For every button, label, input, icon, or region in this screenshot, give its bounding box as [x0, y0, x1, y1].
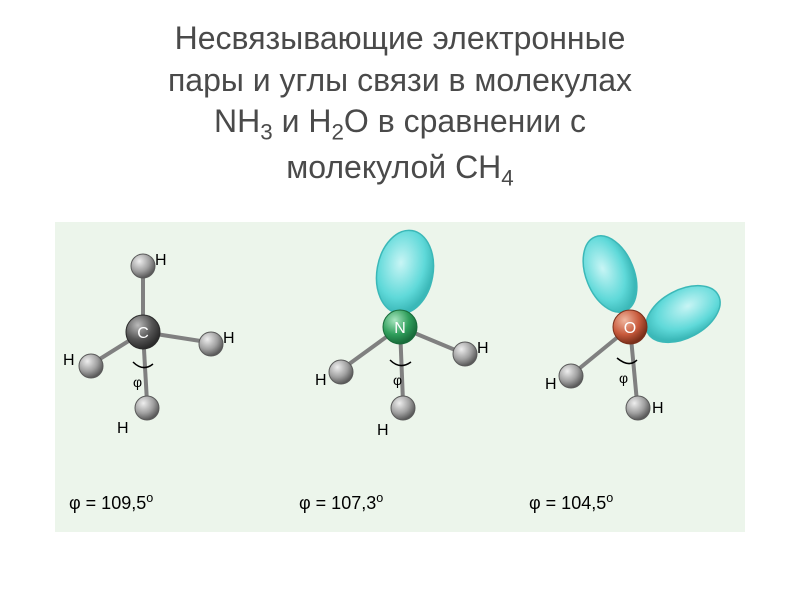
title-line1: Несвязывающие электронные [175, 20, 626, 56]
title-line3a: NH [214, 103, 260, 139]
angle-nh3: φ = 107,3o [299, 491, 383, 514]
h-label: H [223, 330, 235, 348]
phi-label: φ [393, 372, 402, 388]
title-sub3: 4 [501, 165, 513, 190]
phi-label: φ [133, 374, 142, 390]
title-line2: пары и углы связи в молекулах [168, 62, 632, 98]
title-sub2: 2 [331, 120, 343, 145]
atom-n-label: N [394, 320, 406, 337]
phi-label: φ [619, 370, 628, 386]
molecule-h2o: O H H φ φ = 104,5o [515, 222, 745, 532]
molecule-nh3: N H H H φ φ = 107,3o [285, 222, 515, 532]
molecule-ch4-svg: C [55, 222, 285, 482]
h-label: H [315, 372, 327, 390]
h-label: H [117, 420, 129, 438]
diagram-panel: C H H H H φ φ = 109,5o [55, 222, 745, 532]
angle-ch4: φ = 109,5o [69, 491, 153, 514]
molecule-ch4: C H H H H φ φ = 109,5o [55, 222, 285, 532]
h-label: H [155, 252, 167, 270]
h-label: H [63, 352, 75, 370]
atom-c-label: C [137, 325, 149, 342]
title-line4a: молекулой CH [286, 149, 501, 185]
molecule-h2o-svg: O [515, 222, 745, 482]
h-label: H [477, 340, 489, 358]
page-title: Несвязывающие электронные пары и углы св… [0, 0, 800, 192]
title-line3c: O в сравнении с [344, 103, 586, 139]
title-sub1: 3 [260, 120, 272, 145]
title-line3b: и H [273, 103, 332, 139]
h-label: H [652, 400, 664, 418]
angle-h2o: φ = 104,5o [529, 491, 613, 514]
h-label: H [545, 376, 557, 394]
atom-o-label: O [624, 320, 636, 337]
h-label: H [377, 422, 389, 440]
